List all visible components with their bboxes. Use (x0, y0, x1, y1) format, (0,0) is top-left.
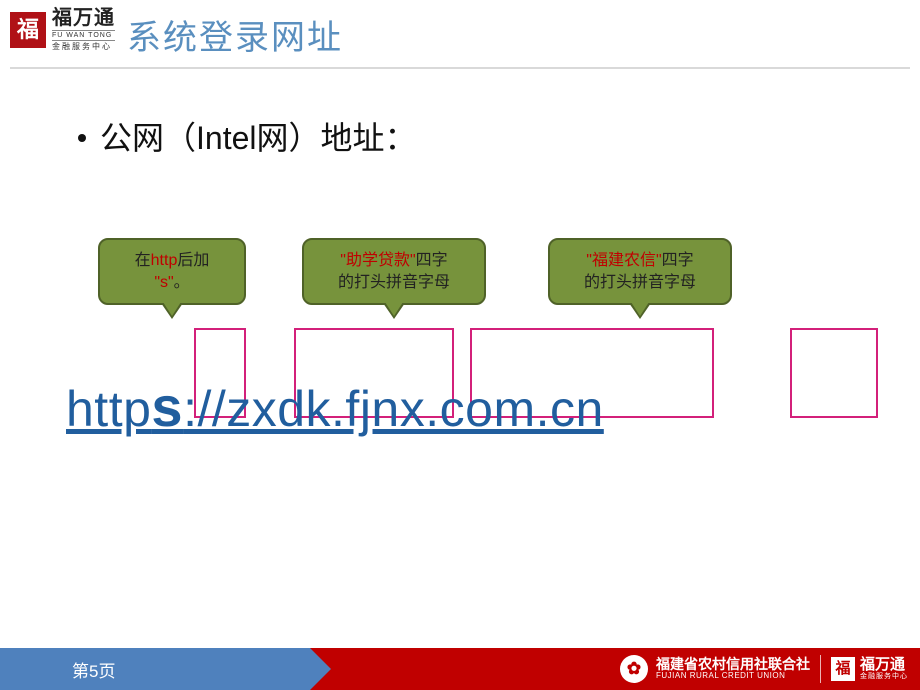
footer-brand-text: 福万通 金融服务中心 (860, 657, 908, 680)
brand-cn: 福万通 (52, 8, 115, 28)
footer-right: ✿ 福建省农村信用社联合社 FUJIAN RURAL CREDIT UNION … (310, 648, 920, 690)
header: 福 福万通 FU WAN TONG 金融服务中心 系统登录网址 (0, 0, 920, 59)
brand-logo: 福 福万通 FU WAN TONG 金融服务中心 (10, 8, 115, 51)
url-pre: http (66, 381, 151, 437)
callout-2: "福建农信"四字的打头拼音字母 (548, 238, 732, 305)
callout-0: 在http后加"s"。 (98, 238, 246, 305)
footer-brand-cn: 福万通 (860, 657, 908, 673)
footer-org: ✿ 福建省农村信用社联合社 FUJIAN RURAL CREDIT UNION (620, 655, 821, 683)
url-text: https://zxdk.fjnx.com.cn (66, 374, 870, 439)
logo-icon: 福 (10, 12, 46, 48)
bullet-label: 公网（Intel网）地址： (100, 120, 417, 156)
footer-brand: 福 福万通 金融服务中心 (831, 657, 908, 681)
url-s: s (151, 375, 183, 438)
org-en: FUJIAN RURAL CREDIT UNION (656, 672, 810, 680)
brand-text: 福万通 FU WAN TONG 金融服务中心 (52, 8, 115, 51)
footer-brand-icon: 福 (831, 657, 855, 681)
brand-en: FU WAN TONG (52, 30, 115, 41)
url-rest: ://zxdk.fjnx.com.cn (183, 381, 604, 437)
brand-sub: 金融服务中心 (52, 43, 115, 51)
bullet-text: 公网（Intel网）地址： (0, 69, 920, 159)
bullet-icon (78, 134, 86, 142)
page-title: 系统登录网址 (127, 8, 343, 59)
org-icon: ✿ (620, 655, 648, 683)
footer-brand-sub: 金融服务中心 (860, 673, 908, 680)
org-cn: 福建省农村信用社联合社 (656, 657, 810, 672)
callout-1: "助学贷款"四字的打头拼音字母 (302, 238, 486, 305)
page-number: 第5页 (0, 648, 310, 690)
footer: 第5页 ✿ 福建省农村信用社联合社 FUJIAN RURAL CREDIT UN… (0, 648, 920, 690)
org-text: 福建省农村信用社联合社 FUJIAN RURAL CREDIT UNION (656, 657, 810, 680)
